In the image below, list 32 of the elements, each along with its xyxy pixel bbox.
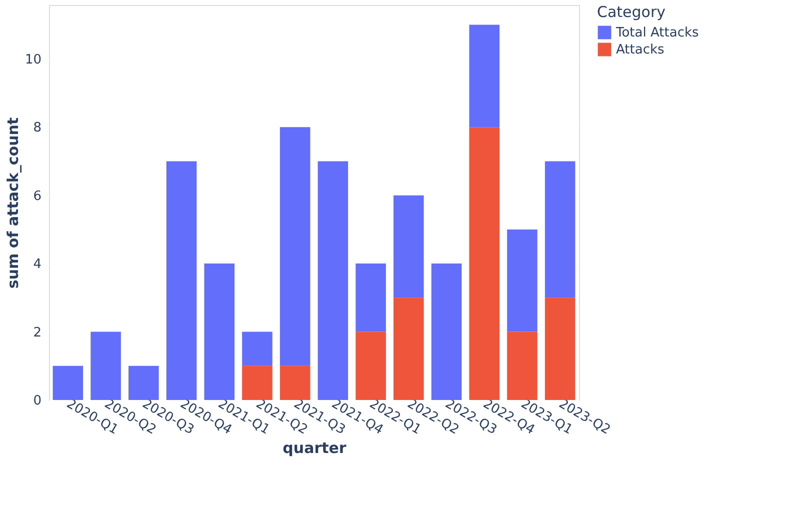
bar <box>469 127 500 400</box>
legend-title: Category <box>597 3 666 21</box>
bar <box>280 366 310 400</box>
y-tick-label: 4 <box>33 257 42 272</box>
y-tick-label: 0 <box>33 394 42 408</box>
bar <box>507 229 538 332</box>
bar <box>431 264 462 400</box>
bar <box>394 195 424 298</box>
bar <box>52 366 84 400</box>
bar <box>318 161 348 400</box>
bar <box>394 298 424 400</box>
legend-label: Total Attacks <box>615 26 699 40</box>
y-tick-label: 2 <box>33 325 42 340</box>
bar <box>544 298 576 400</box>
legend-label: Attacks <box>616 42 664 58</box>
bar <box>166 161 197 400</box>
bar <box>90 332 121 400</box>
bar <box>128 366 159 400</box>
bar <box>242 366 272 400</box>
bar <box>507 332 538 400</box>
bar <box>242 332 272 366</box>
y-tick-label: 6 <box>33 188 42 204</box>
x-axis-title: quarter <box>282 438 347 457</box>
bar <box>469 24 500 128</box>
bar <box>204 264 234 400</box>
bar <box>356 264 386 332</box>
y-axis-title: sum of attack_count <box>4 117 22 289</box>
bar <box>356 332 386 400</box>
bar <box>544 161 576 298</box>
bar <box>280 127 310 366</box>
y-tick-label: 8 <box>33 120 42 136</box>
y-tick-label: 10 <box>24 52 42 68</box>
